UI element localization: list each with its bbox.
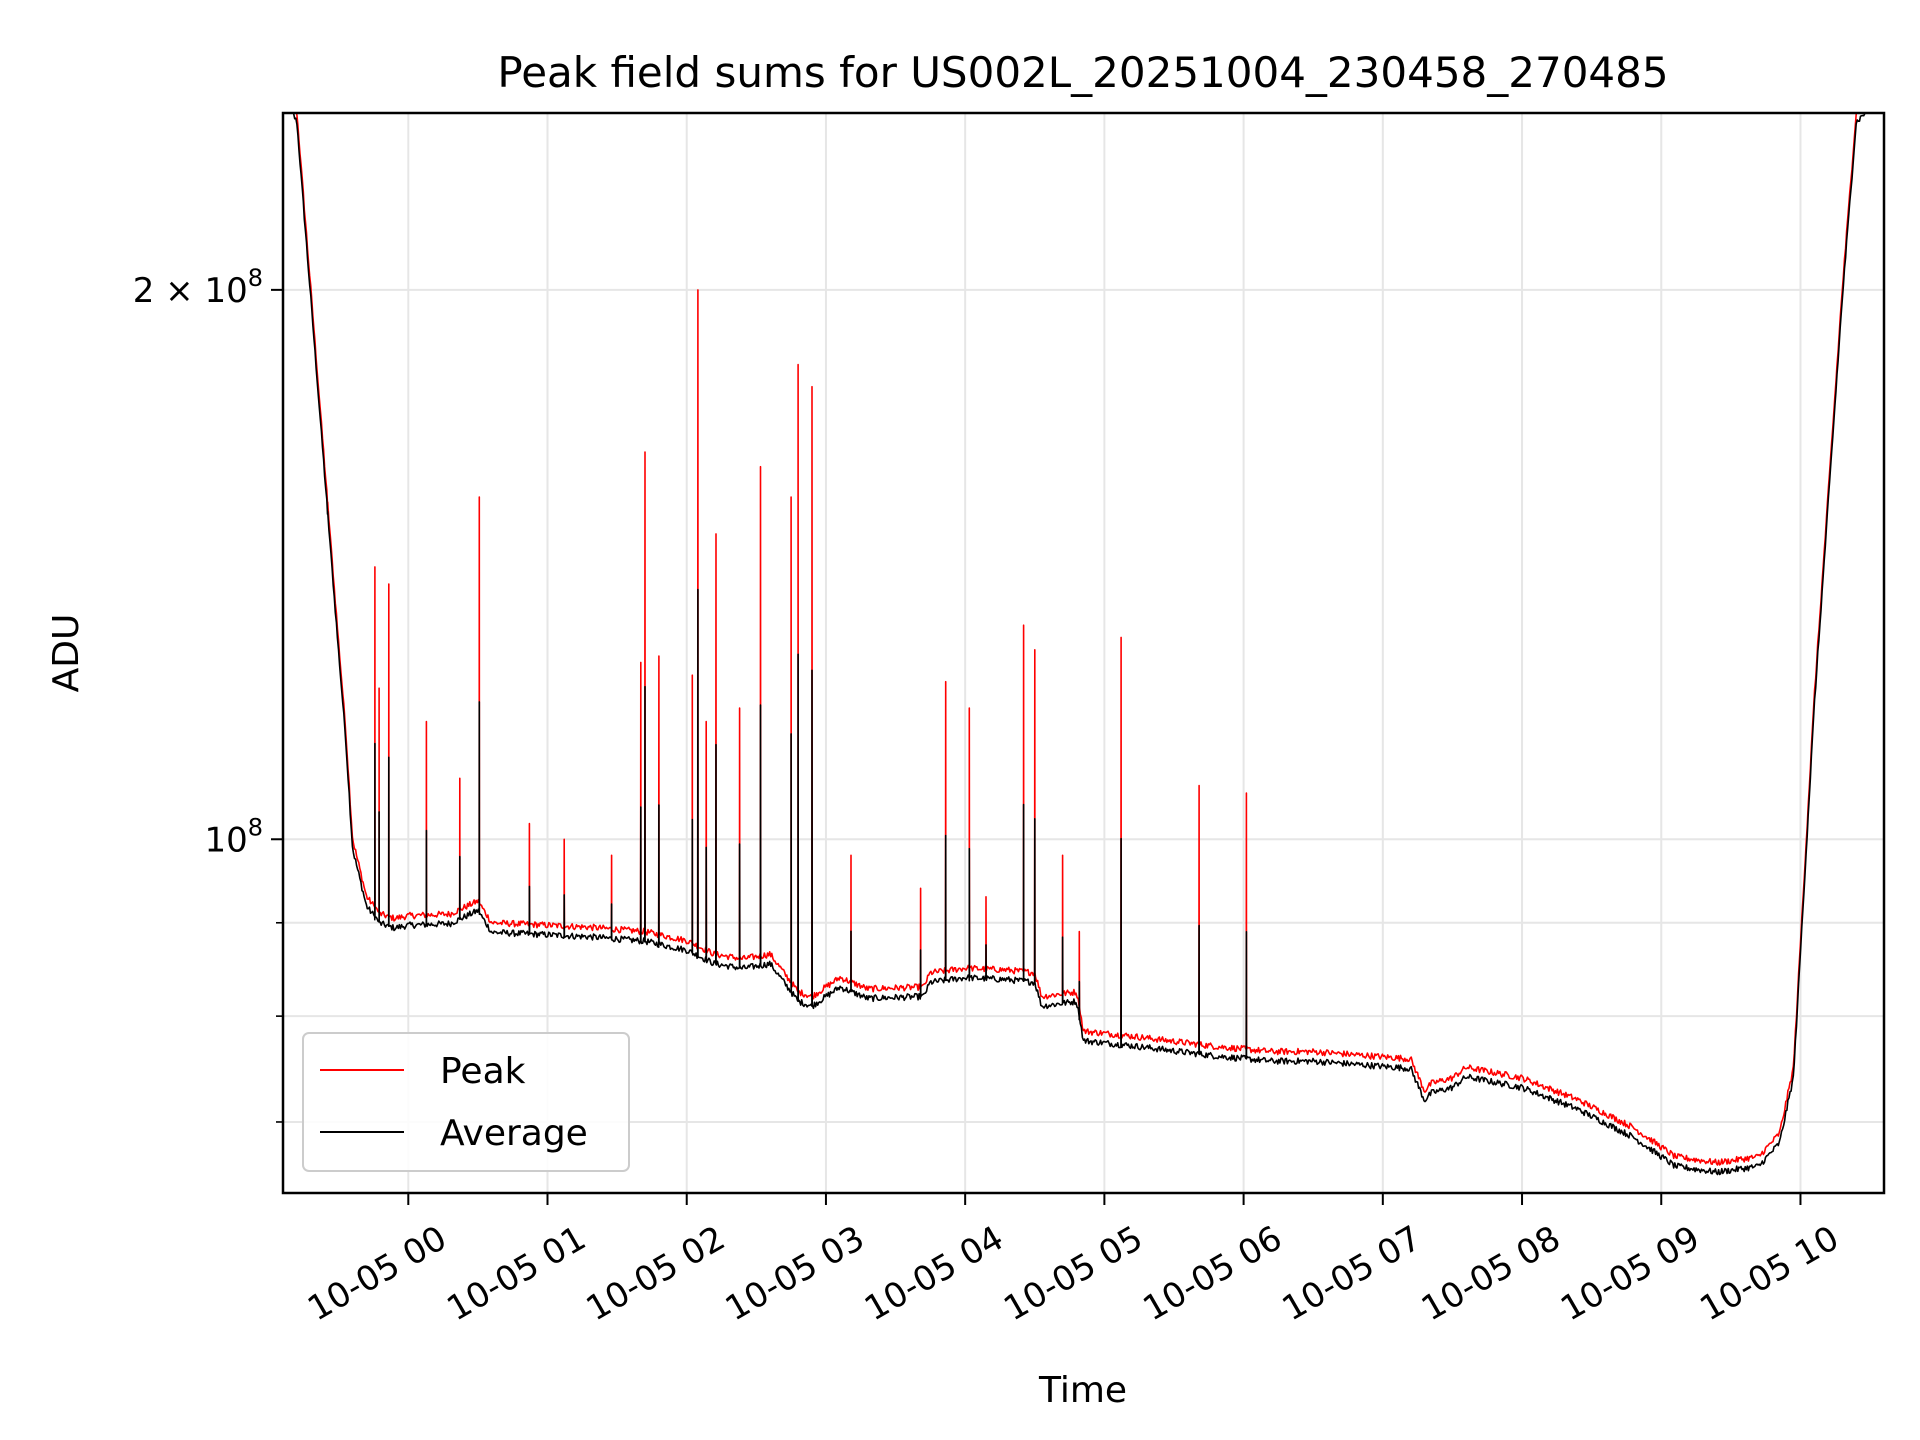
legend: Peak Average [302,1032,630,1172]
plot-frame [281,111,1886,1195]
series-layer [292,113,1866,1176]
chart-title: Peak field sums for US002L_20251004_2304… [497,48,1668,97]
x-axis-label: Time [1038,1370,1127,1411]
legend-label-average: Average [440,1113,588,1154]
legend-frame [302,1032,630,1172]
y-axis: 108 2 × 108 [133,264,283,1123]
series-line-average [292,113,1866,1176]
series-line-peak [295,113,1858,1166]
legend-label-peak: Peak [440,1051,526,1092]
y-tick-label: 2 × 108 [133,264,263,311]
y-axis-label: ADU [46,614,87,693]
y-tick-label: 108 [204,813,263,860]
